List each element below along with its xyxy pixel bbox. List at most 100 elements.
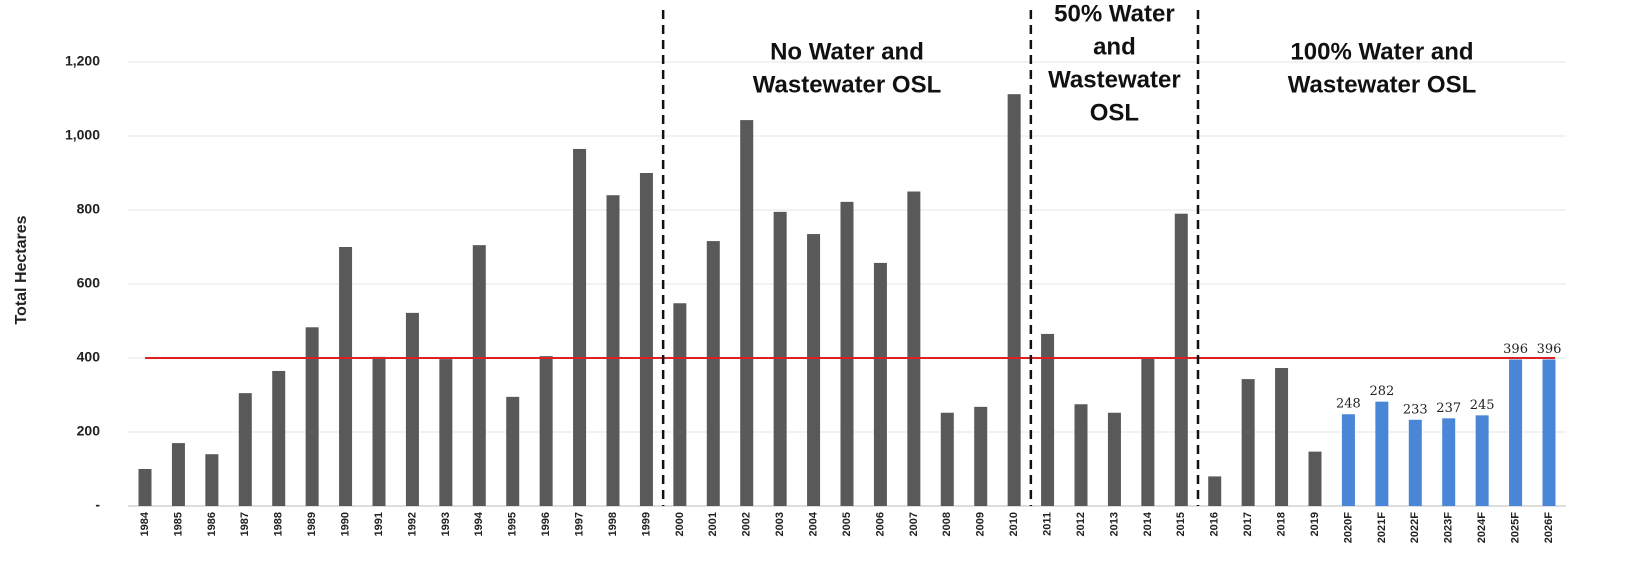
value-label: 245 — [1470, 398, 1495, 413]
bar — [1542, 359, 1556, 506]
x-tick-label: 1984 — [139, 511, 151, 536]
y-tick-label: 400 — [77, 349, 101, 365]
bar — [1475, 415, 1489, 506]
x-tick-label: 1989 — [306, 512, 318, 536]
y-tick-label: 1,200 — [65, 53, 100, 69]
y-tick-label: 1,000 — [65, 127, 100, 143]
x-tick-label: 2022F — [1409, 512, 1421, 543]
x-tick-label: 2013 — [1108, 512, 1120, 536]
bar — [1275, 367, 1289, 506]
x-tick-label: 2007 — [908, 512, 920, 536]
y-tick-label: 600 — [77, 275, 101, 291]
x-tick-label: 1987 — [239, 512, 251, 536]
x-tick-label: 1991 — [373, 512, 385, 536]
x-tick-label: 2016 — [1209, 512, 1221, 536]
bar — [339, 247, 353, 506]
bar — [405, 312, 419, 506]
bar — [238, 393, 252, 506]
annotation: Wastewater OSL — [753, 71, 942, 98]
value-label: 282 — [1369, 384, 1394, 399]
x-tick-label: 1995 — [507, 512, 519, 536]
x-tick-label: 2015 — [1175, 512, 1187, 536]
y-tick-label: 200 — [77, 423, 101, 439]
bar — [639, 173, 653, 506]
bar — [1074, 404, 1088, 506]
bar — [673, 303, 687, 506]
bar — [807, 234, 821, 507]
bar — [907, 191, 921, 506]
x-tick-label: 2018 — [1275, 512, 1287, 536]
x-tick-label: 2002 — [741, 512, 753, 536]
x-tick-label: 2001 — [707, 512, 719, 536]
bar — [974, 406, 988, 506]
bar — [1208, 476, 1222, 506]
bar — [1308, 451, 1322, 506]
bar — [1174, 213, 1188, 506]
x-tick-label: 1999 — [640, 512, 652, 536]
bar — [372, 356, 386, 506]
x-tick-label: 2000 — [674, 512, 686, 536]
bar — [171, 443, 185, 506]
x-tick-label: 1993 — [440, 512, 452, 536]
x-tick-label: 1996 — [540, 512, 552, 536]
x-tick-label: 1992 — [406, 512, 418, 536]
y-axis-label: Total Hectares — [13, 215, 30, 324]
bar — [706, 241, 720, 506]
bar — [1375, 401, 1389, 506]
value-label: 233 — [1403, 402, 1428, 417]
value-label: 237 — [1436, 401, 1461, 416]
x-tick-label: 1997 — [573, 512, 585, 536]
x-tick-label: 1985 — [172, 512, 184, 536]
x-tick-label: 2011 — [1041, 512, 1053, 536]
bar — [138, 469, 152, 506]
bar — [1041, 333, 1055, 506]
x-tick-label: 2021F — [1376, 512, 1388, 543]
bar — [1107, 412, 1121, 506]
bar — [506, 396, 520, 506]
x-tick-label: 2019 — [1309, 512, 1321, 536]
annotation: and — [1093, 33, 1136, 60]
x-tick-label: 2005 — [841, 512, 853, 536]
bar — [840, 201, 854, 507]
bar — [205, 454, 219, 506]
x-tick-label: 2025F — [1509, 512, 1521, 543]
x-tick-label: 2008 — [941, 512, 953, 536]
annotation: Wastewater — [1048, 66, 1181, 93]
bar — [1408, 419, 1422, 506]
x-tick-label: 2017 — [1242, 512, 1254, 536]
x-tick-label: 2010 — [1008, 512, 1020, 536]
bar — [1442, 418, 1456, 506]
bar — [1509, 359, 1523, 506]
bar — [472, 245, 486, 506]
x-tick-label: 1990 — [339, 512, 351, 536]
x-tick-label: 2006 — [874, 512, 886, 536]
x-tick-label: 1986 — [206, 512, 218, 536]
bar — [1007, 94, 1021, 506]
bar — [272, 370, 286, 506]
bar — [606, 195, 620, 506]
annotation: Wastewater OSL — [1288, 71, 1477, 98]
x-tick-label: 1988 — [273, 512, 285, 536]
bar — [439, 359, 453, 506]
y-tick-label: - — [95, 497, 100, 513]
bar — [1241, 379, 1255, 506]
annotation: OSL — [1090, 99, 1139, 126]
annotation: No Water and — [770, 38, 924, 65]
y-tick-label: 800 — [77, 201, 101, 217]
bar — [940, 412, 954, 506]
bar — [1341, 414, 1355, 506]
bar — [740, 120, 754, 506]
x-tick-label: 2003 — [774, 512, 786, 536]
value-label: 396 — [1537, 342, 1562, 357]
bar — [873, 262, 887, 506]
bar — [1141, 358, 1155, 506]
value-label: 248 — [1336, 397, 1361, 412]
x-tick-label: 2014 — [1142, 511, 1154, 536]
x-tick-label: 2009 — [975, 512, 987, 536]
x-tick-label: 1998 — [607, 512, 619, 536]
x-tick-label: 2026F — [1543, 512, 1555, 543]
x-tick-label: 2004 — [807, 511, 819, 536]
bar — [573, 148, 587, 506]
annotation: 100% Water and — [1290, 38, 1473, 65]
